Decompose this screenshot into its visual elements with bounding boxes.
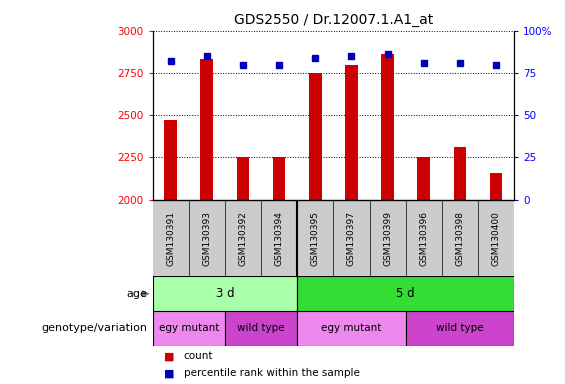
Bar xyxy=(345,65,358,200)
Text: egy mutant: egy mutant xyxy=(159,323,219,333)
Text: GSM130391: GSM130391 xyxy=(166,210,175,266)
Text: wild type: wild type xyxy=(436,323,484,333)
Text: GSM130393: GSM130393 xyxy=(202,210,211,266)
Bar xyxy=(418,157,430,200)
Bar xyxy=(297,276,514,311)
Bar xyxy=(273,157,285,200)
Bar xyxy=(490,173,502,200)
Bar xyxy=(153,276,297,311)
Text: ■: ■ xyxy=(164,351,175,361)
Bar xyxy=(454,147,466,200)
Bar xyxy=(201,60,213,200)
Text: count: count xyxy=(184,351,213,361)
Bar xyxy=(225,311,297,346)
Text: age: age xyxy=(126,289,147,299)
Bar xyxy=(381,55,394,200)
Text: GSM130394: GSM130394 xyxy=(275,211,284,265)
Text: wild type: wild type xyxy=(237,323,285,333)
Text: egy mutant: egy mutant xyxy=(321,323,381,333)
Text: 5 d: 5 d xyxy=(397,287,415,300)
Text: GSM130397: GSM130397 xyxy=(347,210,356,266)
Text: GSM130398: GSM130398 xyxy=(455,210,464,266)
Bar xyxy=(237,157,249,200)
Text: GSM130396: GSM130396 xyxy=(419,210,428,266)
Text: percentile rank within the sample: percentile rank within the sample xyxy=(184,368,359,378)
Text: ■: ■ xyxy=(164,368,175,378)
Bar xyxy=(164,120,177,200)
Text: GSM130399: GSM130399 xyxy=(383,210,392,266)
Bar xyxy=(406,311,514,346)
Bar xyxy=(153,311,225,346)
Text: GSM130395: GSM130395 xyxy=(311,210,320,266)
Text: GSM130400: GSM130400 xyxy=(492,211,501,265)
Bar xyxy=(309,73,321,200)
Text: genotype/variation: genotype/variation xyxy=(41,323,147,333)
Text: GSM130392: GSM130392 xyxy=(238,211,247,265)
Title: GDS2550 / Dr.12007.1.A1_at: GDS2550 / Dr.12007.1.A1_at xyxy=(234,13,433,27)
Text: 3 d: 3 d xyxy=(216,287,234,300)
Bar xyxy=(297,311,406,346)
